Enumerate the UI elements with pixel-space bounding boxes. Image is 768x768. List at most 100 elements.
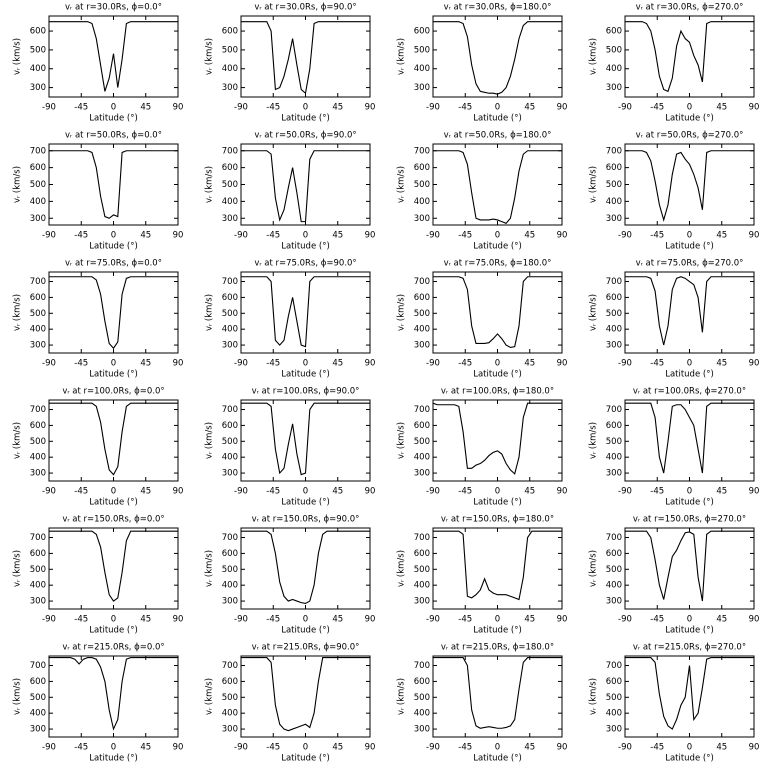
y-axis-label: vᵣ (km/s) <box>397 550 407 587</box>
plot-frame <box>240 655 371 738</box>
plot-frame <box>240 15 371 98</box>
x-tick-label: 0 <box>687 743 692 753</box>
y-tick-label: 400 <box>30 64 46 74</box>
x-axis-label: Latitude (°) <box>89 626 138 636</box>
x-axis-label: Latitude (°) <box>473 498 522 508</box>
panel-title: vᵣ at r=30.0Rs, ϕ=90.0° <box>254 3 356 13</box>
data-line <box>241 402 370 476</box>
x-tick-label: -90 <box>426 615 440 625</box>
y-tick-label: 500 <box>606 565 622 575</box>
data-line <box>433 276 562 349</box>
y-tick-label: 400 <box>414 581 430 591</box>
plot-frame <box>432 527 563 610</box>
plot-frame <box>240 399 371 482</box>
y-tick-label: 700 <box>222 146 238 156</box>
y-tick-label: 700 <box>222 661 238 671</box>
x-tick-label: 0 <box>111 231 116 241</box>
plot-frame <box>624 15 755 98</box>
x-tick-label: -45 <box>266 615 280 625</box>
y-tick-label: 400 <box>222 581 238 591</box>
panel: vᵣ at r=215.0Rs, ϕ=270.0° Latitude (°) vᵣ … <box>589 643 760 764</box>
y-tick-label: 600 <box>414 549 430 559</box>
y-tick-label: 400 <box>606 453 622 463</box>
x-tick-label: 0 <box>303 615 308 625</box>
panel: vᵣ at r=30.0Rs, ϕ=0.0° Latitude (°) vᵣ (km… <box>13 3 184 124</box>
x-axis-label: Latitude (°) <box>89 754 138 764</box>
y-axis-label: vᵣ (km/s) <box>13 678 23 715</box>
y-tick-label: 600 <box>222 549 238 559</box>
panel: vᵣ at r=50.0Rs, ϕ=180.0° Latitude (°) vᵣ (… <box>397 131 568 252</box>
y-tick-label: 700 <box>606 533 622 543</box>
x-tick-label: -45 <box>650 103 664 113</box>
y-tick-label: 600 <box>30 293 46 303</box>
plot-frame <box>624 655 755 738</box>
y-tick-label: 400 <box>30 453 46 463</box>
y-tick-label: 500 <box>222 309 238 319</box>
x-tick-label: 90 <box>365 359 376 369</box>
panel: vᵣ at r=215.0Rs, ϕ=180.0° Latitude (°) vᵣ … <box>397 643 568 764</box>
x-tick-label: -45 <box>74 231 88 241</box>
y-axis-label: vᵣ (km/s) <box>589 38 599 75</box>
x-axis-label: Latitude (°) <box>89 242 138 252</box>
data-line <box>625 657 754 730</box>
y-tick-label: 700 <box>30 146 46 156</box>
y-tick-label: 300 <box>222 469 238 479</box>
y-tick-label: 500 <box>222 565 238 575</box>
x-tick-label: 0 <box>303 743 308 753</box>
y-tick-label: 700 <box>222 533 238 543</box>
panel: vᵣ at r=30.0Rs, ϕ=270.0° Latitude (°) vᵣ (… <box>589 3 760 124</box>
y-axis-label: vᵣ (km/s) <box>589 678 599 715</box>
x-tick-label: 90 <box>173 359 184 369</box>
x-tick-label: 90 <box>365 615 376 625</box>
x-axis-label: Latitude (°) <box>665 370 714 380</box>
x-tick-label: -45 <box>650 359 664 369</box>
y-axis-label: vᵣ (km/s) <box>13 166 23 203</box>
y-tick-label: 400 <box>222 453 238 463</box>
plot-frame <box>48 15 179 98</box>
plot-frame <box>48 143 179 226</box>
x-axis-label: Latitude (°) <box>281 370 330 380</box>
x-tick-label: 0 <box>495 615 500 625</box>
y-tick-label: 700 <box>30 661 46 671</box>
x-tick-label: 45 <box>140 743 151 753</box>
y-tick-label: 600 <box>30 27 46 37</box>
panel-title: vᵣ at r=100.0Rs, ϕ=180.0° <box>441 387 554 397</box>
panel-title: vᵣ at r=50.0Rs, ϕ=0.0° <box>65 131 162 141</box>
panel: vᵣ at r=150.0Rs, ϕ=180.0° Latitude (°) vᵣ … <box>397 515 568 636</box>
x-tick-label: -90 <box>42 743 56 753</box>
plot-frame <box>48 271 179 354</box>
y-tick-label: 500 <box>414 180 430 190</box>
x-tick-label: -45 <box>74 743 88 753</box>
x-tick-label: 90 <box>557 231 568 241</box>
x-tick-label: -90 <box>426 359 440 369</box>
x-tick-label: 0 <box>303 359 308 369</box>
x-tick-label: 90 <box>749 103 760 113</box>
y-tick-label: 500 <box>222 45 238 55</box>
x-tick-label: -45 <box>74 615 88 625</box>
y-tick-label: 500 <box>222 437 238 447</box>
x-tick-label: 45 <box>140 359 151 369</box>
x-tick-label: 0 <box>111 615 116 625</box>
y-tick-label: 700 <box>222 405 238 415</box>
panel-title: vᵣ at r=215.0Rs, ϕ=270.0° <box>633 643 746 653</box>
x-tick-label: 0 <box>495 103 500 113</box>
x-axis-label: Latitude (°) <box>89 114 138 124</box>
x-tick-label: -90 <box>42 231 56 241</box>
panel: vᵣ at r=75.0Rs, ϕ=0.0° Latitude (°) vᵣ (km… <box>13 259 184 380</box>
panel: vᵣ at r=100.0Rs, ϕ=0.0° Latitude (°) vᵣ (k… <box>13 387 184 508</box>
y-tick-label: 400 <box>606 709 622 719</box>
x-tick-label: -90 <box>618 615 632 625</box>
y-tick-label: 400 <box>606 197 622 207</box>
y-tick-label: 600 <box>30 421 46 431</box>
y-tick-label: 600 <box>222 293 238 303</box>
panel-title: vᵣ at r=30.0Rs, ϕ=0.0° <box>65 3 162 13</box>
x-tick-label: -45 <box>458 743 472 753</box>
x-tick-label: -45 <box>650 743 664 753</box>
y-tick-label: 400 <box>30 709 46 719</box>
x-tick-label: 90 <box>173 615 184 625</box>
y-tick-label: 300 <box>606 83 622 93</box>
y-tick-label: 300 <box>414 341 430 351</box>
plot-frame <box>432 15 563 98</box>
y-tick-label: 500 <box>222 693 238 703</box>
